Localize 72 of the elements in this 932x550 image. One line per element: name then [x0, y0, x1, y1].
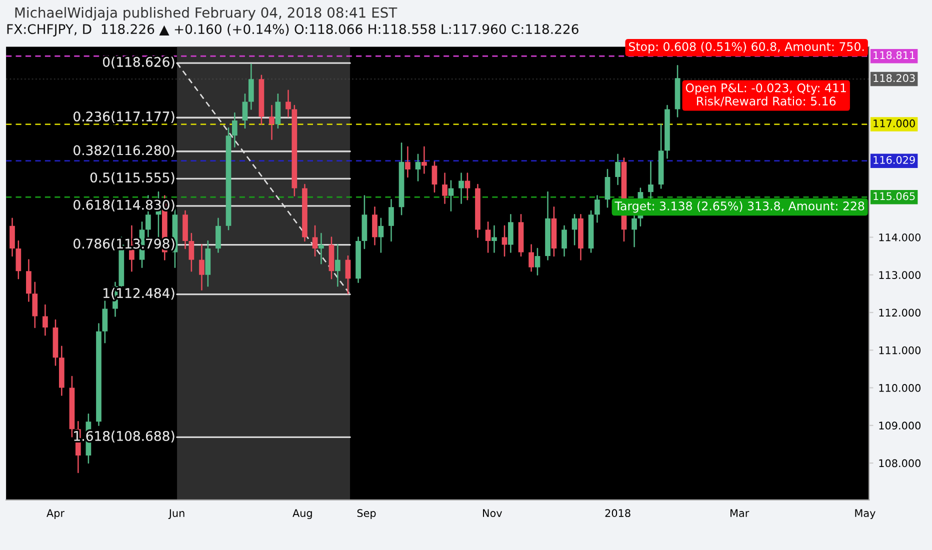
candlestick — [318, 232, 324, 264]
candlestick — [378, 218, 384, 253]
candlestick — [275, 94, 281, 129]
candlestick — [432, 161, 438, 193]
candlestick — [448, 180, 454, 212]
x-tick-label: Jun — [168, 509, 184, 519]
candlestick — [269, 104, 274, 140]
y-tick-label: 110.000 — [879, 384, 920, 392]
candlestick — [464, 172, 470, 200]
candlestick — [594, 195, 600, 223]
y-tick-label: 108.000 — [879, 459, 920, 468]
ref-line-label: 118.203 — [874, 74, 915, 82]
ref-line-label: 0.5(115.555) — [90, 172, 174, 184]
candlestick — [335, 244, 340, 287]
candlestick — [615, 154, 620, 186]
chart-title: MichaelWidjaja published February 04, 2018 08:41 EST — [15, 7, 398, 20]
ref-line-label: 116.029 — [874, 156, 915, 164]
x-tick-label: May — [855, 509, 876, 520]
annotation: Open P&L: -0.023, Qty: 411 Risk/Reward Ratio: 5.16 — [686, 83, 846, 106]
candlestick — [32, 282, 38, 328]
y-tick-label: 109.000 — [879, 422, 920, 430]
y-tick-label: 112.000 — [879, 308, 920, 317]
candlestick — [26, 259, 32, 302]
candlestick — [286, 90, 291, 118]
candlestick — [415, 154, 421, 182]
candlestick — [372, 206, 378, 246]
candlestick — [232, 112, 238, 148]
candlestick — [648, 161, 654, 200]
candlestick — [42, 304, 48, 336]
candlestick — [562, 225, 567, 257]
candlestick — [388, 198, 394, 242]
candlestick — [485, 222, 491, 253]
x-tick-label: Apr — [46, 509, 64, 520]
candlestick — [458, 172, 464, 204]
x-tick-label: Mar — [730, 509, 750, 518]
ref-line-label: 0.236(117.177) — [74, 111, 174, 124]
candlestick — [16, 240, 22, 280]
candlestick — [199, 244, 204, 291]
candlestick — [242, 94, 248, 129]
y-tick-label: 111.000 — [879, 346, 920, 354]
ref-line-label: 0(118.626) — [102, 56, 174, 68]
x-tick-label: Nov — [483, 509, 502, 518]
x-tick-label: Aug — [292, 509, 312, 520]
candlestick — [188, 232, 194, 272]
candlestick — [405, 146, 410, 178]
ref-line-label: 115.065 — [874, 192, 915, 200]
candlestick — [312, 225, 318, 257]
candlestick — [572, 214, 578, 246]
candlestick — [492, 225, 497, 253]
annotation: Stop: 0.608 (0.51%) 60.8, Amount: 750. — [628, 42, 864, 54]
candlestick — [442, 172, 448, 204]
annotation: Target: 3.138 (2.65%) 313.8, Amount: 228 — [614, 201, 864, 213]
y-tick-label: 113.000 — [879, 271, 920, 279]
x-tick-label: Sep — [357, 509, 376, 520]
chart-subtitle: FX:CHFJPY, D 118.226 ▲ +0.160 (+0.14%) O:118.066 H:118.558 L:117.960 C:118.226 — [7, 24, 578, 37]
candlestick — [422, 146, 427, 174]
ref-line-label: 118.811 — [874, 51, 915, 60]
y-tick-label: 114.000 — [879, 233, 920, 242]
candlestick — [604, 168, 610, 208]
candlestick — [632, 214, 637, 248]
candlestick — [345, 255, 351, 294]
ref-line-label: 0.382(116.280) — [74, 145, 174, 157]
candlestick — [248, 63, 254, 110]
candlestick — [534, 248, 540, 276]
candlestick — [508, 214, 514, 253]
candlestick — [10, 218, 15, 257]
x-tick-label: 2018 — [605, 509, 630, 518]
candlestick — [216, 218, 221, 253]
candlestick — [102, 300, 108, 344]
ref-line-label: 117.000 — [874, 119, 915, 128]
candlestick — [528, 244, 534, 272]
candlestick — [502, 225, 508, 257]
